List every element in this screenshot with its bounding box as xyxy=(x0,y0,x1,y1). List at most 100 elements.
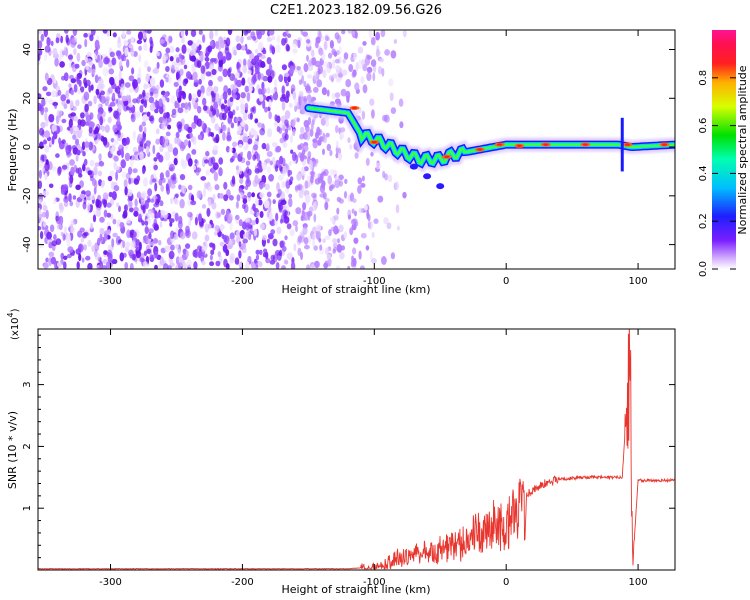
noise-speck xyxy=(148,96,155,104)
noise-speck xyxy=(389,92,394,101)
noise-speck xyxy=(211,168,215,174)
noise-speck xyxy=(63,261,67,269)
noise-speck xyxy=(148,232,152,240)
noise-speck xyxy=(96,133,102,140)
noise-speck xyxy=(137,31,144,41)
noise-speck xyxy=(118,100,124,105)
noise-speck xyxy=(103,233,108,241)
noise-speck xyxy=(307,151,312,159)
noise-speck xyxy=(118,205,121,213)
noise-speck xyxy=(189,132,193,138)
noise-speck xyxy=(247,255,252,262)
noise-speck xyxy=(178,215,183,225)
noise-speck xyxy=(334,92,341,98)
noise-speck xyxy=(370,37,376,46)
noise-speck xyxy=(301,209,305,215)
noise-speck xyxy=(303,80,307,88)
noise-speck xyxy=(129,207,134,213)
noise-speck xyxy=(147,210,153,218)
noise-speck xyxy=(154,264,158,269)
snr-multiplier-text: (x104) xyxy=(6,308,21,340)
noise-speck xyxy=(201,204,207,209)
noise-speck xyxy=(66,253,72,259)
noise-speck xyxy=(322,69,327,78)
noise-speck xyxy=(213,171,219,182)
noise-speck xyxy=(159,39,165,44)
noise-speck xyxy=(77,89,81,95)
noise-speck xyxy=(107,87,113,94)
noise-speck xyxy=(259,211,264,218)
noise-speck xyxy=(114,110,120,120)
noise-speck xyxy=(222,68,228,78)
noise-speck xyxy=(159,256,165,266)
noise-speck xyxy=(309,175,314,184)
noise-speck xyxy=(393,39,397,44)
noise-speck xyxy=(341,30,346,35)
noise-speck xyxy=(217,51,223,61)
noise-speck xyxy=(378,66,383,75)
noise-speck xyxy=(288,160,292,166)
noise-speck xyxy=(306,94,312,102)
noise-speck xyxy=(60,252,65,260)
noise-speck xyxy=(194,159,198,164)
noise-speck xyxy=(208,198,212,207)
noise-speck xyxy=(275,249,281,256)
noise-speck xyxy=(288,197,293,208)
noise-speck xyxy=(319,193,326,198)
noise-speck xyxy=(217,75,223,82)
noise-speck xyxy=(170,95,176,104)
noise-speck xyxy=(238,262,243,267)
noise-speck xyxy=(142,261,148,268)
noise-speck xyxy=(254,258,257,264)
noise-speck xyxy=(108,107,113,112)
noise-speck xyxy=(330,184,335,189)
noise-speck xyxy=(224,99,228,104)
noise-speck xyxy=(244,185,249,191)
noise-speck xyxy=(75,248,82,255)
noise-speck xyxy=(168,36,173,44)
noise-speck xyxy=(215,92,220,102)
noise-speck xyxy=(38,53,41,61)
noise-speck xyxy=(126,30,132,35)
noise-speck xyxy=(267,233,274,240)
noise-speck xyxy=(294,185,299,191)
y-tick-label: 2 xyxy=(22,443,33,449)
noise-speck xyxy=(227,30,233,36)
noise-speck xyxy=(238,143,243,149)
noise-speck xyxy=(127,189,133,197)
noise-speck xyxy=(203,105,208,111)
noise-speck xyxy=(190,55,196,62)
noise-speck xyxy=(150,40,154,50)
noise-speck xyxy=(278,74,284,83)
noise-speck xyxy=(90,84,94,91)
noise-speck xyxy=(112,92,116,100)
noise-speck xyxy=(133,231,137,238)
noise-speck xyxy=(152,178,157,183)
noise-speck xyxy=(335,140,339,149)
y-tick-label: 0 xyxy=(22,144,33,150)
noise-speck xyxy=(275,44,281,53)
noise-speck xyxy=(287,169,291,177)
noise-speck xyxy=(352,198,357,203)
noise-speck xyxy=(300,216,306,222)
noise-speck xyxy=(55,114,60,125)
noise-speck xyxy=(254,174,259,185)
noise-speck xyxy=(86,58,92,64)
noise-speck xyxy=(369,98,375,106)
noise-speck xyxy=(364,204,368,211)
noise-speck xyxy=(342,58,346,64)
noise-speck xyxy=(254,168,260,174)
noise-speck xyxy=(154,250,159,259)
noise-speck xyxy=(113,185,120,192)
figure-title: C2E1.2023.182.09.56.G26 xyxy=(270,3,442,18)
noise-speck xyxy=(396,225,400,231)
noise-speck xyxy=(97,170,103,177)
noise-speck xyxy=(38,93,42,99)
noise-speck xyxy=(44,107,49,113)
noise-speck xyxy=(215,260,221,267)
noise-speck xyxy=(272,238,278,247)
noise-speck xyxy=(85,190,91,197)
noise-speck xyxy=(48,251,55,257)
noise-speck xyxy=(195,167,202,173)
noise-speck xyxy=(168,250,175,260)
